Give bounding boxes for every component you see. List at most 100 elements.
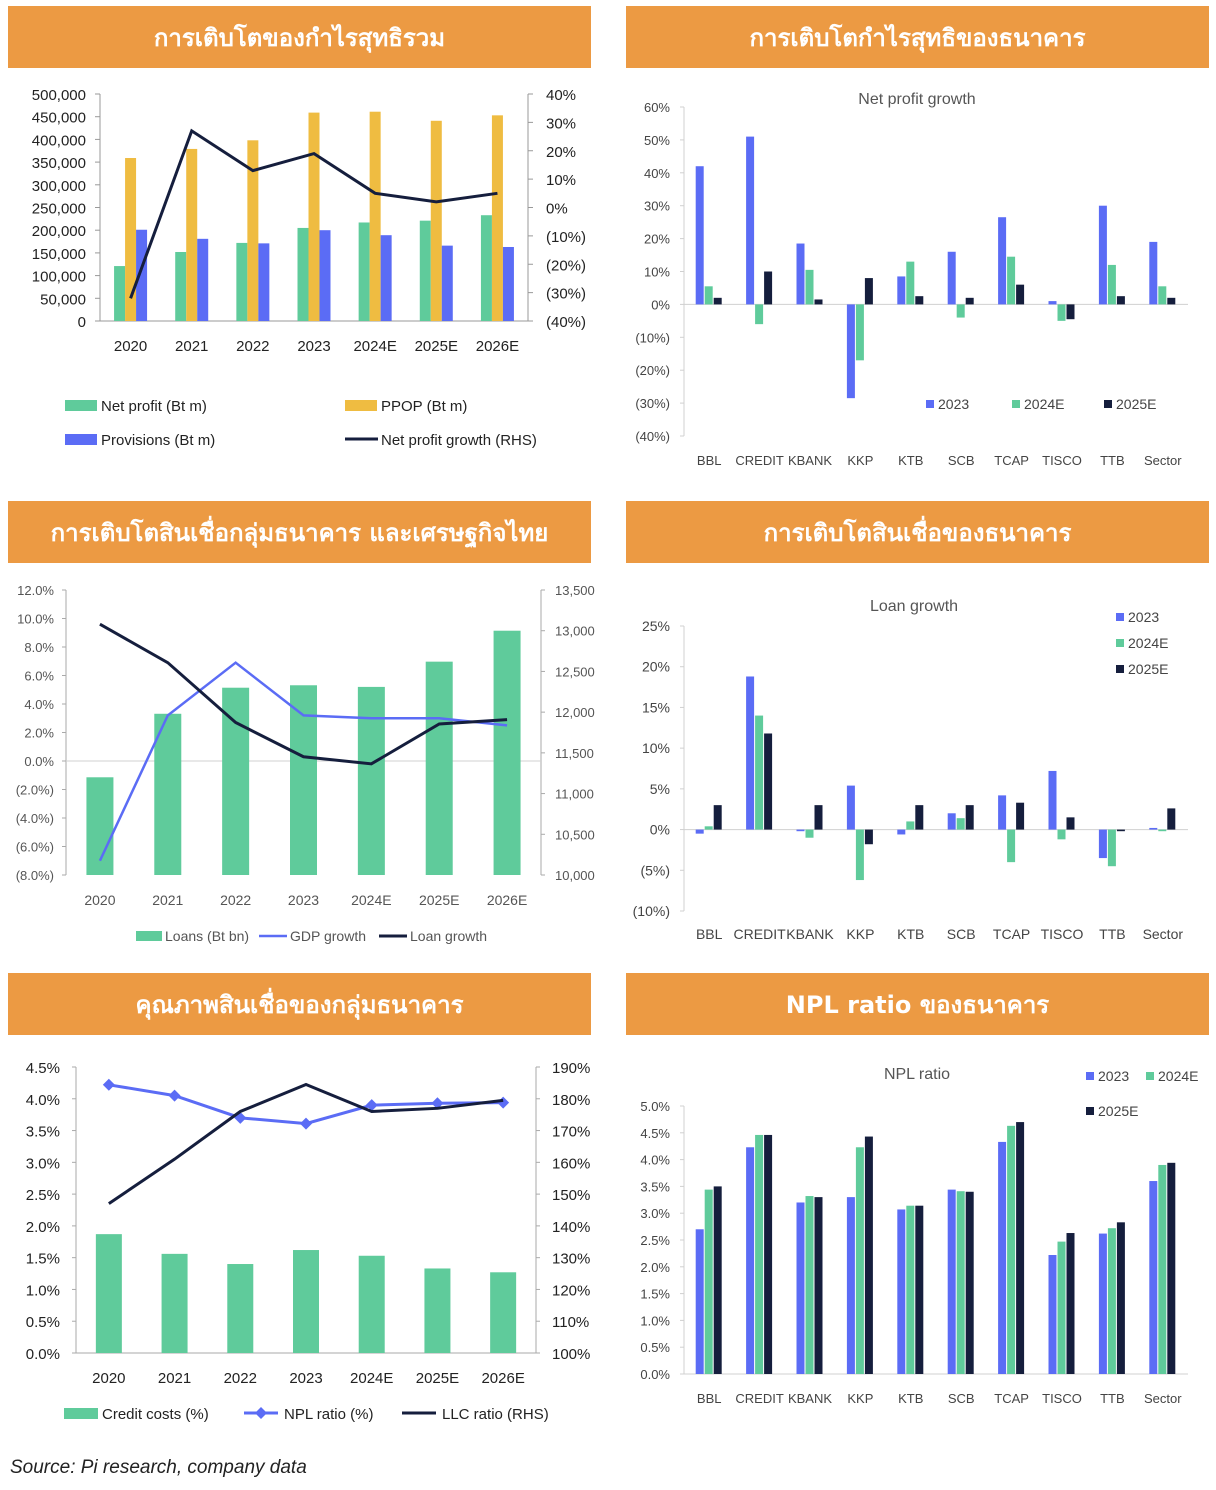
chart-inner-title: Net profit growth: [858, 91, 975, 108]
x-tick-label: TTB: [1100, 1391, 1125, 1406]
y-tick-label: 0.5%: [640, 1340, 670, 1355]
bar: [258, 243, 270, 321]
x-tick-label: 2026E: [481, 1370, 524, 1387]
x-tick-label: CREDIT: [735, 1391, 783, 1406]
y-tick-label-right: 150%: [552, 1187, 590, 1204]
y-tick-label: 4.5%: [640, 1126, 670, 1141]
legend-swatch: [64, 1408, 98, 1419]
bar: [755, 715, 764, 830]
y-tick-label-right: 130%: [552, 1251, 590, 1268]
bar: [502, 246, 514, 321]
bar: [1057, 304, 1066, 321]
legend-swatch: [1146, 1072, 1154, 1080]
bar: [855, 1147, 864, 1374]
bar: [713, 1186, 722, 1374]
bar: [1098, 205, 1107, 305]
x-tick-label: 2021: [158, 1370, 191, 1387]
bar: [319, 230, 331, 321]
bar: [357, 686, 385, 875]
bar: [906, 1205, 915, 1374]
bar: [419, 220, 431, 321]
bar: [897, 276, 906, 305]
y-tick-label: (2.0%): [16, 783, 54, 798]
chart-title-p2: การเติบโตกำไรสุทธิของธนาคาร: [626, 6, 1209, 68]
y-tick-label-right: 11,500: [555, 746, 594, 761]
legend-label: LLC ratio (RHS): [442, 1406, 549, 1423]
bar: [424, 1268, 451, 1353]
y-tick-label: 10%: [642, 740, 670, 756]
y-tick-label: 4.0%: [26, 1092, 60, 1109]
bar: [805, 829, 814, 838]
y-tick-label: 2.0%: [24, 726, 54, 741]
x-tick-label: 2024E: [353, 338, 396, 355]
marker-npl: [168, 1089, 181, 1102]
y-tick-label: 30%: [644, 199, 670, 214]
bar: [947, 1189, 956, 1374]
bar: [704, 1189, 713, 1374]
y-tick-label: 10%: [644, 265, 670, 280]
y-tick-label: (40%): [635, 429, 670, 444]
legend-label: Net profit growth (RHS): [381, 432, 537, 449]
y-tick-label: 4.0%: [24, 697, 54, 712]
y-tick-label: 1.0%: [640, 1313, 670, 1328]
bar: [1066, 817, 1075, 830]
x-tick-label: KTB: [898, 1391, 923, 1406]
y-tick-label: 4.5%: [26, 1060, 60, 1077]
bar: [764, 733, 773, 830]
legend-label: PPOP (Bt m): [381, 398, 467, 415]
y-tick-label: 500,000: [32, 87, 86, 104]
legend-label: NPL ratio (%): [284, 1406, 373, 1423]
y-tick-label: 0: [78, 314, 86, 331]
y-tick-label-right: 110%: [552, 1314, 589, 1331]
marker-npl: [300, 1117, 312, 1130]
x-tick-label: Sector: [1143, 926, 1184, 942]
x-tick-label: 2023: [288, 892, 319, 908]
marker-npl: [497, 1096, 510, 1109]
legend-label: Loans (Bt bn): [165, 928, 249, 944]
chart-title-p5: คุณภาพสินเชื่อของกลุ่มธนาคาร: [8, 973, 591, 1035]
y-tick-label: 450,000: [32, 110, 86, 127]
y-tick-label: 2.5%: [640, 1233, 670, 1248]
bar: [704, 826, 713, 830]
legend-swatch: [345, 400, 377, 411]
legend-swatch: [1086, 1107, 1094, 1115]
bar: [796, 829, 805, 832]
y-tick-label: 5%: [650, 781, 670, 797]
line-loan-growth: [99, 622, 508, 766]
y-tick-label: 20%: [642, 659, 670, 675]
x-tick-label: 2026E: [476, 338, 519, 355]
y-tick-label-right: 180%: [552, 1092, 590, 1109]
bar: [805, 1196, 814, 1374]
bar: [490, 1272, 517, 1353]
bar: [1066, 1233, 1075, 1374]
x-tick-label: 2023: [289, 1370, 322, 1387]
y-tick-label: 350,000: [32, 155, 86, 172]
x-tick-label: 2021: [152, 892, 183, 908]
y-tick-label: (10%): [633, 903, 670, 919]
y-tick-label: 12.0%: [17, 583, 54, 598]
x-tick-label: KKP: [847, 1391, 873, 1406]
bar: [293, 1250, 319, 1353]
x-tick-label: CREDIT: [734, 926, 787, 942]
y-tick-label-right: (10%): [546, 229, 586, 246]
y-tick-label-right: (40%): [546, 314, 586, 331]
y-tick-label: 300,000: [32, 178, 86, 195]
legend-swatch: [1116, 639, 1124, 647]
y-tick-label-right: 100%: [552, 1346, 590, 1363]
legend-label: 2024E: [1024, 396, 1064, 412]
x-tick-label: TISCO: [1042, 1391, 1082, 1406]
x-tick-label: 2022: [220, 892, 251, 908]
bar: [915, 805, 924, 830]
bar: [1116, 296, 1125, 305]
legend-swatch: [65, 400, 97, 411]
x-tick-label: TCAP: [994, 1391, 1029, 1406]
x-tick-label: KKP: [847, 453, 873, 468]
legend-swatch: [1012, 400, 1020, 408]
legend-label: 2025E: [1128, 661, 1168, 677]
bar: [755, 304, 764, 325]
bar: [1016, 1122, 1025, 1374]
y-tick-label-right: 30%: [546, 115, 576, 132]
marker-npl: [102, 1078, 115, 1091]
y-tick-label: 25%: [642, 618, 670, 634]
y-tick-label: 100,000: [32, 269, 86, 286]
